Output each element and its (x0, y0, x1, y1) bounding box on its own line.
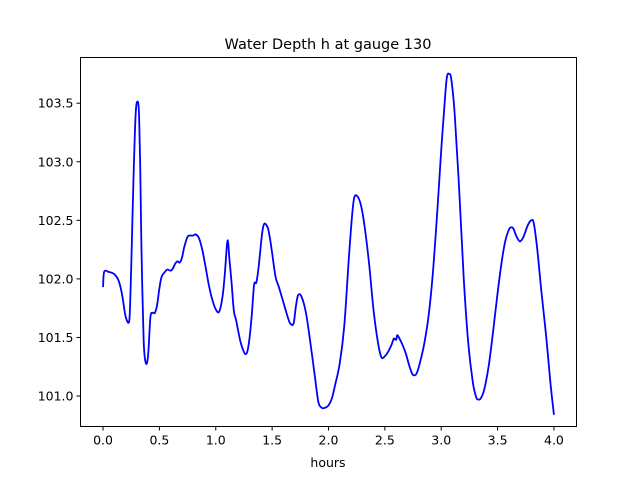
y-tick-label: 103.5 (38, 96, 74, 111)
axis-ticks: 0.0 0.5 1.0 1.5 2.0 2.5 3.0 3.5 4.0 101.0 101.5 102… (38, 96, 564, 448)
x-tick-label: 1.0 (206, 433, 226, 448)
y-tick-label: 102.5 (38, 213, 74, 228)
x-tick-label: 3.0 (431, 433, 451, 448)
x-tick-label: 1.5 (262, 433, 282, 448)
x-tick-label: 0.5 (149, 433, 169, 448)
x-tick-label: 0.0 (93, 433, 113, 448)
x-tick-label: 2.5 (375, 433, 395, 448)
x-tick-label: 4.0 (544, 433, 564, 448)
y-tick-label: 102.0 (38, 271, 74, 286)
x-axis-label: hours (310, 455, 345, 470)
series-line (102, 72, 555, 415)
x-tick-label: 2.0 (319, 433, 339, 448)
y-tick-label: 101.0 (38, 389, 74, 404)
plot-frame (80, 57, 577, 427)
x-tick-label: 3.5 (488, 433, 508, 448)
y-tick-label: 101.5 (38, 330, 74, 345)
chart-title: Water Depth h at gauge 130 (225, 37, 432, 53)
y-tick-label: 103.0 (38, 154, 74, 169)
